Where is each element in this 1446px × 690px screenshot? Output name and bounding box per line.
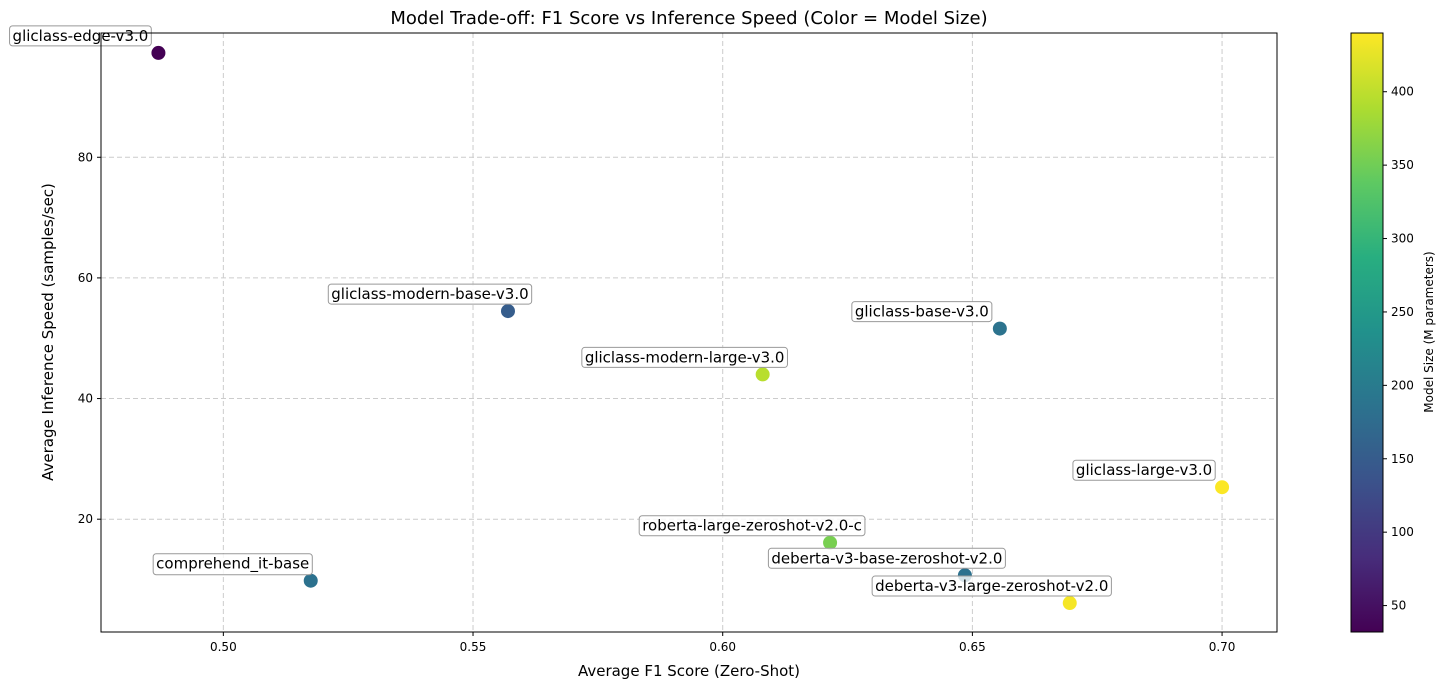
annotation-box — [1072, 459, 1216, 481]
point-annotation: deberta-v3-large-zeroshot-v2.0 — [871, 575, 1112, 597]
annotation-label: gliclass-large-v3.0 — [1076, 461, 1212, 479]
annotation-label: deberta-v3-large-zeroshot-v2.0 — [875, 577, 1108, 595]
point-annotation: gliclass-base-v3.0 — [851, 301, 993, 323]
colorbar-label: Model Size (M parameters) — [1422, 251, 1436, 412]
annotation-label: gliclass-edge-v3.0 — [13, 27, 149, 45]
annotation-label: gliclass-modern-base-v3.0 — [331, 285, 528, 303]
data-point — [1215, 480, 1230, 495]
annotation-box — [871, 575, 1112, 597]
x-tick-label: 0.50 — [210, 640, 237, 654]
colorbar-gradient — [1350, 32, 1384, 633]
colorbar-tick-label: 200 — [1391, 378, 1414, 392]
colorbar-tick-label: 100 — [1391, 525, 1414, 539]
annotation-label: gliclass-modern-large-v3.0 — [585, 348, 785, 366]
x-axis-label: Average F1 Score (Zero-Shot) — [578, 662, 800, 680]
point-annotation: gliclass-large-v3.0 — [1072, 459, 1216, 481]
data-point — [755, 367, 770, 382]
x-tick-label: 0.55 — [460, 640, 487, 654]
grid-lines — [101, 33, 1277, 632]
colorbar-tick-label: 300 — [1391, 232, 1414, 246]
data-point — [151, 45, 166, 60]
data-point — [500, 304, 515, 319]
chart-title: Model Trade-off: F1 Score vs Inference S… — [390, 8, 987, 29]
annotation-box — [152, 553, 313, 576]
axis-ticks: 0.50 0.55 0.60 0.65 0.70 20 40 60 80 — [78, 150, 1236, 654]
x-tick-label: 0.65 — [959, 640, 986, 654]
annotation-box — [767, 547, 1006, 569]
annotation-label: deberta-v3-base-zeroshot-v2.0 — [771, 549, 1002, 567]
point-annotations: gliclass-edge-v3.0 gliclass-modern-base-v… — [9, 25, 1216, 597]
point-annotation: roberta-large-zeroshot-v2.0-c — [638, 515, 866, 537]
annotation-box — [9, 25, 152, 47]
y-tick-label: 80 — [78, 150, 93, 164]
annotation-box — [851, 301, 993, 323]
y-tick-label: 40 — [78, 392, 93, 406]
plot-area — [100, 32, 1278, 633]
x-tick-label: 0.60 — [709, 640, 736, 654]
colorbar-tick-label: 400 — [1391, 85, 1414, 99]
data-points — [151, 45, 1230, 611]
colorbar-ticks: 50 100 150 200 250 300 350 400 — [1383, 85, 1414, 613]
colorbar-tick-label: 150 — [1391, 452, 1414, 466]
data-point — [1062, 596, 1077, 611]
data-point — [303, 573, 318, 588]
annotation-label: gliclass-base-v3.0 — [855, 303, 989, 321]
y-tick-label: 20 — [78, 512, 93, 526]
x-tick-label: 0.70 — [1209, 640, 1236, 654]
annotation-label: roberta-large-zeroshot-v2.0-c — [642, 517, 862, 535]
y-tick-label: 60 — [78, 271, 93, 285]
data-point — [823, 535, 838, 550]
annotation-label: comprehend_it-base — [156, 555, 309, 574]
point-annotation: gliclass-modern-base-v3.0 — [327, 283, 533, 305]
colorbar: 50 100 150 200 250 300 350 400 Model Size (M pa… — [1350, 32, 1436, 633]
point-annotation: gliclass-modern-large-v3.0 — [581, 346, 788, 368]
y-axis-label: Average Inference Speed (samples/sec) — [39, 183, 57, 481]
colorbar-tick-label: 50 — [1391, 599, 1406, 613]
point-annotation: gliclass-edge-v3.0 — [9, 25, 152, 47]
colorbar-tick-label: 250 — [1391, 305, 1414, 319]
annotation-box — [327, 283, 533, 305]
colorbar-tick-label: 350 — [1391, 158, 1414, 172]
data-point — [992, 321, 1007, 336]
point-annotation: deberta-v3-base-zeroshot-v2.0 — [767, 547, 1006, 569]
point-annotation: comprehend_it-base — [152, 553, 313, 576]
annotation-box — [638, 515, 866, 537]
annotation-box — [581, 346, 788, 368]
